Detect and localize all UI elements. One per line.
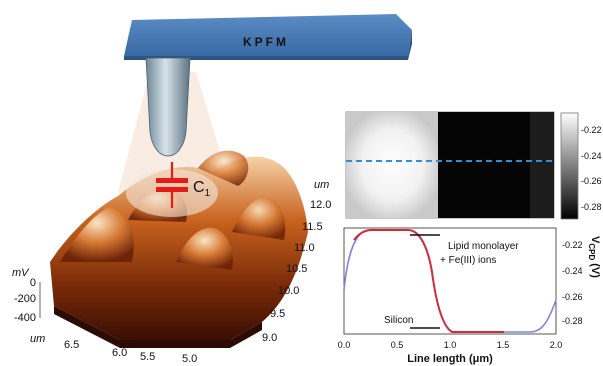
surface-y-tick: 12.0 [310,199,331,211]
surface-y-tick: 11.0 [294,242,315,254]
profile-y-tick: -0.22 [562,240,583,250]
capacitor-symbol [156,162,188,208]
surface-y-tick: 9.5 [270,308,285,320]
colorbar [560,112,579,220]
surface-z-tick: -400 [14,312,36,324]
colorbar-ticks: -0.22 -0.24 -0.26 -0.28 [581,125,602,212]
profile-x-tick: 0.0 [338,340,351,350]
surface-x-tick: 5.0 [182,353,197,365]
surface-x-tick: 6.0 [112,347,127,359]
profile-x-ticks: 0.0 0.5 1.0 1.5 2.0 [338,340,563,350]
surface-z-tick: 0 [30,277,36,289]
surface-x-tick: 5.5 [140,351,155,363]
annotation-silicon: Silicon [384,315,413,326]
cantilever [124,14,412,60]
profile-y-tick: -0.24 [562,266,583,276]
surface-y-ticks: 12.0 11.5 11.0 10.5 10.0 9.5 9.0 [262,199,331,344]
surface-y-tick: 10.5 [286,263,307,275]
profile-y-ticks: -0.22 -0.24 -0.26 -0.28 [562,240,583,326]
afm-tip [145,57,191,157]
profile-y-tick: -0.28 [562,316,583,326]
profile-ylabel: VCPD(V) [587,236,601,278]
profile-x-tick: 0.5 [391,340,404,350]
surface-x-unit: um [30,333,45,345]
surface-3d [50,150,308,348]
surface-y-unit: um [314,179,329,191]
profile-x-tick: 1.0 [444,340,457,350]
surface-y-tick: 11.5 [302,221,323,233]
annotation-lipid: Lipid monolayer [448,241,519,252]
kpfm-label: KPFM [243,35,289,49]
profile-curve-red [353,229,504,333]
surface-z-ticks: 0 -200 -400 [14,277,41,324]
profile-x-tick: 2.0 [550,340,563,350]
surface-y-tick: 10.0 [278,285,299,297]
surface-x-ticks: 6.5 6.0 5.5 5.0 [64,339,197,365]
capacitor-label: C1 [193,179,211,199]
profile-x-tick: 1.5 [497,340,510,350]
colorbar-tick: -0.24 [581,151,602,161]
surface-z-tick: -200 [14,293,36,305]
cpd-map [345,111,555,219]
surface-z-unit: mV [12,267,30,279]
colorbar-tick: -0.22 [581,125,602,135]
profile-y-tick: -0.26 [562,292,583,302]
profile-xlabel: Line length (μm) [407,353,493,365]
line-profile-plot [343,227,557,335]
colorbar-tick: -0.26 [581,176,602,186]
surface-x-tick: 6.5 [64,339,79,351]
colorbar-tick: -0.28 [581,202,602,212]
surface-y-tick: 9.0 [262,332,277,344]
annotation-fe-ions: + Fe(III) ions [440,255,496,266]
